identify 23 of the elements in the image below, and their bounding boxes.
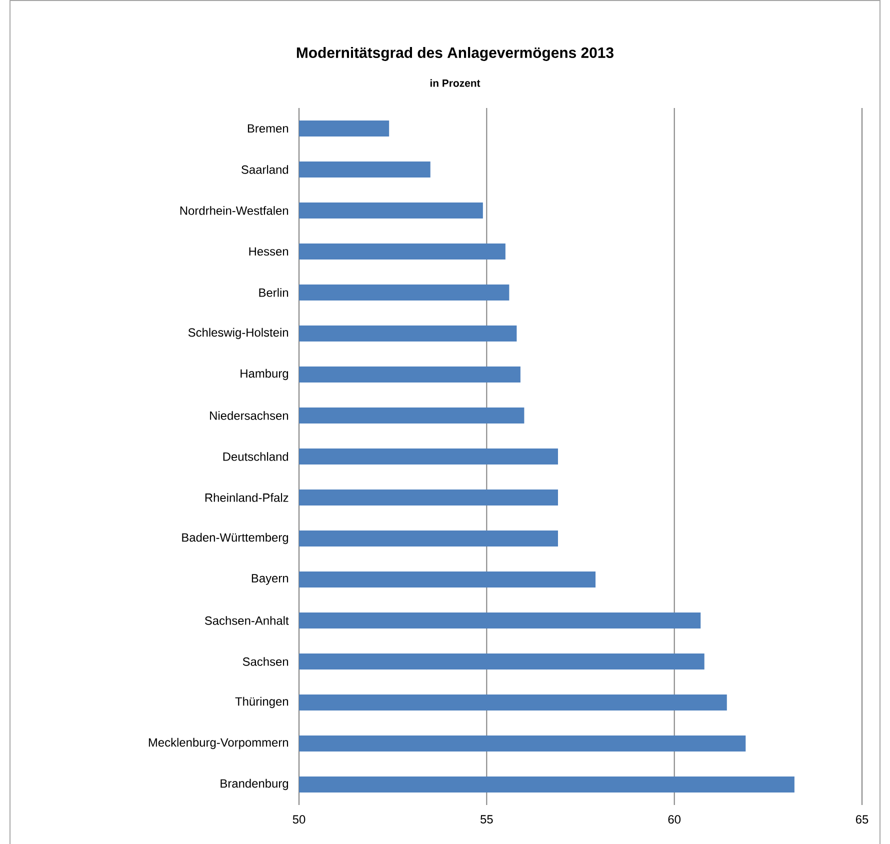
y-tick-label: Hamburg <box>240 368 288 380</box>
y-tick-label: Baden-Württemberg <box>182 532 288 544</box>
x-tick-label: 60 <box>668 815 681 824</box>
chart-subtitle: in Prozent <box>430 79 480 87</box>
y-tick-label: Hessen <box>249 247 288 256</box>
y-tick-label: Thüringen <box>235 696 288 708</box>
y-tick-label: Berlin <box>259 288 288 297</box>
y-tick-label: Mecklenburg-Vorpommern <box>148 738 288 750</box>
x-tick-label: 50 <box>292 815 306 824</box>
y-tick-label: Nordrhein-Westfalen <box>180 206 288 215</box>
y-tick-label: Sachsen-Anhalt <box>204 616 289 625</box>
y-tick-label: Saarland <box>242 165 288 174</box>
y-tick-label: Deutschland <box>223 452 288 461</box>
y-tick-label: Bremen <box>248 124 288 133</box>
y-tick-label: Schleswig-Holstein <box>188 328 288 340</box>
chart-title: Modernitätsgrad des Anlagevermögens 2013 <box>296 46 614 61</box>
y-tick-label: Rheinland-Pfalz <box>205 493 288 502</box>
y-tick-label: Brandenburg <box>220 778 288 790</box>
x-tick-label: 55 <box>480 815 493 824</box>
x-tick-label: 65 <box>856 815 868 824</box>
y-tick-label: Niedersachsen <box>210 411 288 420</box>
y-tick-label: Sachsen <box>242 657 288 666</box>
y-tick-label: Bayern <box>252 574 288 585</box>
